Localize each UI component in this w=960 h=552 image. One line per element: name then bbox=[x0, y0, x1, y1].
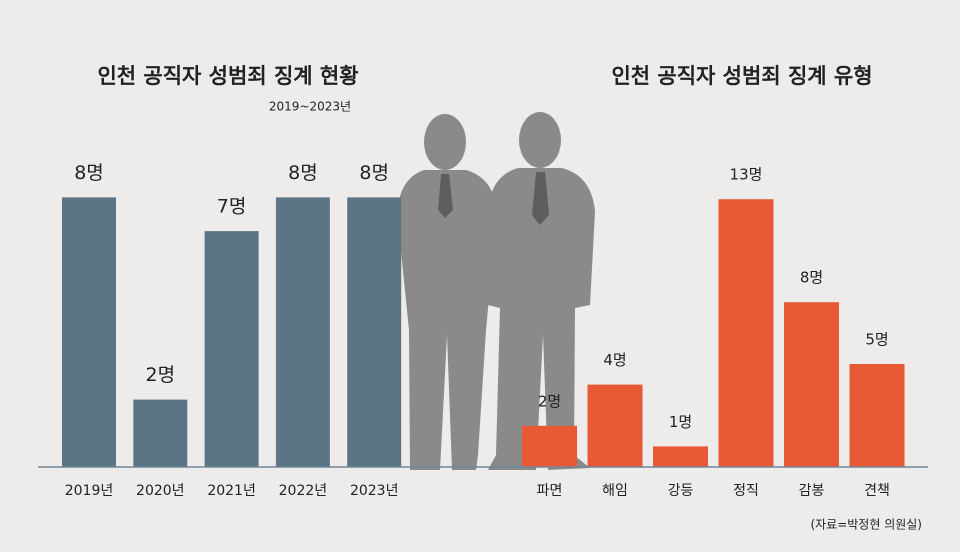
chart-subtitle: 2019~2023년 bbox=[269, 100, 351, 114]
silhouette-tie bbox=[532, 172, 549, 225]
x-tick-label: 강등 bbox=[668, 483, 694, 499]
silhouettes bbox=[397, 112, 595, 470]
bar bbox=[204, 231, 259, 467]
bar bbox=[653, 446, 708, 467]
bar bbox=[347, 197, 402, 467]
value-label: 4명 bbox=[603, 351, 626, 369]
silhouette-head bbox=[519, 112, 561, 168]
x-tick-label: 파면 bbox=[537, 483, 563, 499]
value-label: 13명 bbox=[730, 166, 763, 184]
x-tick-label: 2023년 bbox=[350, 483, 399, 499]
x-tick-label: 정직 bbox=[733, 483, 759, 499]
bar bbox=[62, 197, 116, 467]
bar bbox=[133, 399, 188, 467]
bar bbox=[275, 197, 330, 467]
value-label: 2명 bbox=[146, 364, 176, 386]
value-label: 8명 bbox=[288, 162, 318, 184]
bar bbox=[718, 199, 774, 467]
value-label: 1명 bbox=[669, 413, 692, 431]
silhouette-tie bbox=[438, 174, 453, 218]
value-label: 5명 bbox=[865, 331, 888, 349]
silhouette-body bbox=[488, 168, 595, 470]
bar bbox=[522, 425, 577, 467]
value-label: 8명 bbox=[74, 162, 104, 184]
x-tick-label: 감봉 bbox=[799, 483, 825, 499]
value-label: 2명 bbox=[538, 392, 561, 410]
silhouette-body bbox=[397, 170, 497, 470]
x-tick-label: 2020년 bbox=[136, 483, 185, 499]
bar bbox=[587, 384, 643, 467]
x-tick-label: 2019년 bbox=[65, 483, 114, 499]
source-note: (자료=박정현 의원실) bbox=[810, 518, 922, 532]
silhouette-head bbox=[424, 114, 466, 170]
value-label: 7명 bbox=[217, 196, 247, 218]
chart-title: 인천 공직자 성범죄 징계 현황 bbox=[97, 64, 358, 88]
value-label: 8명 bbox=[359, 162, 389, 184]
x-tick-label: 2021년 bbox=[207, 483, 256, 499]
value-label: 8명 bbox=[800, 269, 823, 287]
x-tick-label: 해임 bbox=[602, 483, 628, 499]
x-tick-label: 2022년 bbox=[279, 483, 328, 499]
x-tick-label: 견책 bbox=[864, 483, 890, 499]
bar bbox=[849, 364, 905, 467]
chart-title: 인천 공직자 성범죄 징계 유형 bbox=[611, 64, 872, 88]
bar bbox=[784, 302, 839, 467]
